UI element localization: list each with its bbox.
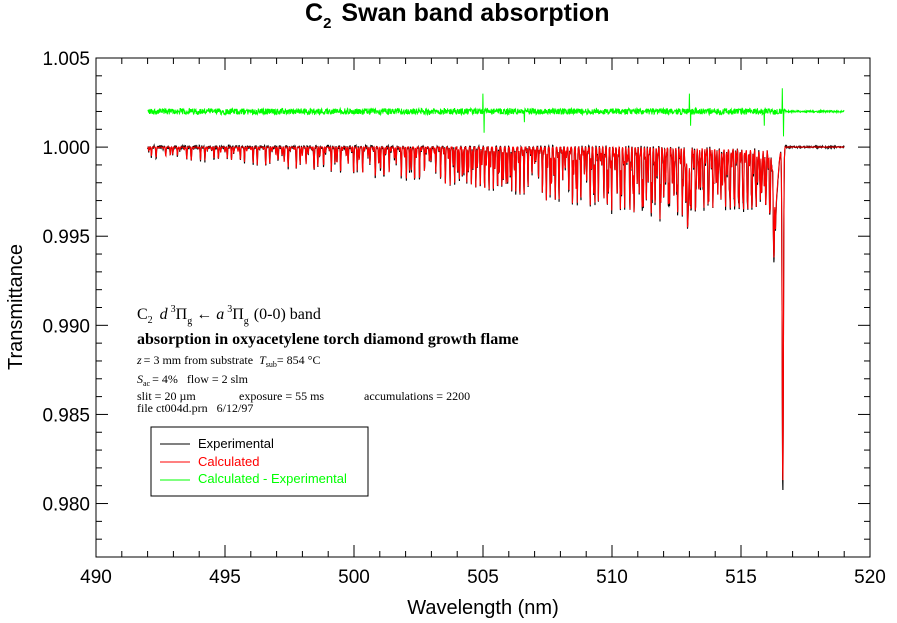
data-point-calculated: [686, 236, 687, 237]
x-tick-label: 490: [80, 567, 112, 588]
x-tick-label: 520: [854, 567, 886, 588]
y-axis-label: Transmittance: [5, 244, 27, 370]
y-tick-label: 0.990: [42, 316, 90, 337]
x-tick-label: 500: [338, 567, 370, 588]
data-point-experimental: [250, 161, 251, 162]
x-axis-label: Wavelength (nm): [407, 597, 559, 619]
data-point-calculated: [560, 207, 561, 208]
data-point-experimental: [715, 214, 716, 215]
y-tick-label: 0.995: [42, 227, 90, 248]
x-tick-label: 510: [596, 567, 628, 588]
y-tick-label: 0.985: [42, 405, 90, 426]
series-residual: [147, 88, 845, 137]
annotation-line-5: slit = 20 µm exposure = 55 ms accumulation…: [137, 389, 470, 403]
data-point-experimental: [766, 218, 767, 219]
x-tick-label: 505: [467, 567, 499, 588]
series-group: [147, 88, 845, 504]
data-point-residual: [764, 125, 765, 126]
annotation-line-2: absorption in oxyacetylene torch diamond…: [137, 331, 519, 348]
data-point-experimental: [686, 245, 687, 246]
data-point-residual: [783, 136, 784, 137]
legend-label-calculated: Calculated: [198, 454, 259, 469]
data-point-residual: [690, 125, 691, 126]
series-calculated: [147, 145, 845, 481]
y-tick-label: 1.005: [42, 49, 90, 70]
data-point-experimental: [354, 173, 355, 174]
axis-ticks: [95, 57, 871, 558]
data-point-residual: [524, 122, 525, 123]
legend-label-experimental: Experimental: [198, 436, 274, 451]
tick-labels: 490 495 500 505 510 515 520 0.980 0.985 0.990 0.99…: [42, 49, 885, 588]
data-point-calculated: [786, 147, 787, 148]
data-point-calculated: [147, 147, 148, 148]
annotation-block: C2 d 3Πg ← a 3Πg (0-0) band absorption in oxya…: [136, 304, 519, 415]
data-point-residual: [484, 132, 485, 133]
annotation-line-3: z = 3 mm from substrate Tsub= 854 °C: [136, 353, 320, 369]
data-point-residual: [844, 111, 845, 112]
data-point-experimental: [774, 271, 775, 272]
data-point-residual: [782, 88, 783, 89]
data-point-calculated: [250, 159, 251, 160]
data-point-calculated: [637, 227, 638, 228]
data-point-residual: [483, 93, 484, 94]
annotation-line-6: file ct004d.prn 6/12/97: [137, 401, 253, 415]
x-tick-label: 495: [209, 567, 241, 588]
y-tick-label: 0.980: [42, 495, 90, 516]
legend-label-residual: Calculated - Experimental: [198, 471, 347, 486]
x-tick-label: 515: [725, 567, 757, 588]
data-point-experimental: [780, 441, 781, 442]
data-point-calculated: [457, 186, 458, 187]
data-point-calculated: [782, 503, 783, 504]
data-point-calculated: [354, 172, 355, 173]
data-point-calculated: [844, 147, 845, 148]
data-point-experimental: [560, 209, 561, 210]
data-point-residual: [147, 111, 148, 112]
data-point-residual: [689, 93, 690, 94]
y-tick-label: 1.000: [42, 138, 90, 159]
legend: Experimental Calculated Calculated - Exp…: [150, 426, 369, 497]
annotation-line-1: C2 d 3Πg ← a 3Πg (0-0) band: [137, 304, 321, 327]
annotation-line-4: Sac = 4% flow = 2 slm: [137, 372, 249, 388]
chart-title: C2 Swan band absorption: [305, 0, 609, 32]
